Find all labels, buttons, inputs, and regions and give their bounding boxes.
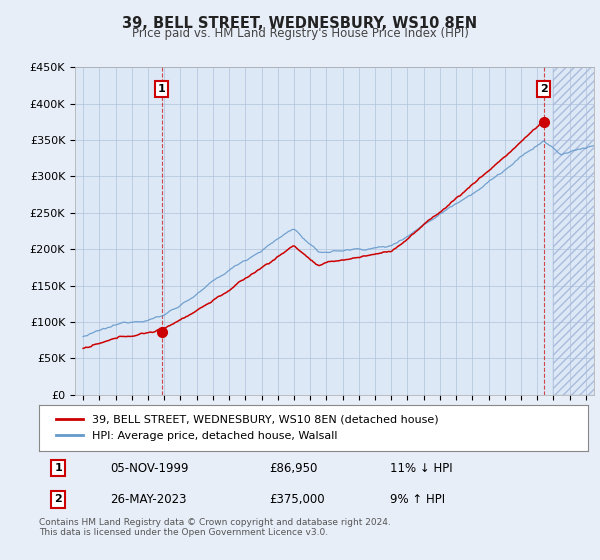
Text: 9% ↑ HPI: 9% ↑ HPI (391, 493, 445, 506)
Text: £375,000: £375,000 (269, 493, 325, 506)
Text: 39, BELL STREET, WEDNESBURY, WS10 8EN: 39, BELL STREET, WEDNESBURY, WS10 8EN (122, 16, 478, 31)
Text: 1: 1 (55, 463, 62, 473)
Text: 11% ↓ HPI: 11% ↓ HPI (391, 462, 453, 475)
Text: 2: 2 (55, 494, 62, 505)
Legend: 39, BELL STREET, WEDNESBURY, WS10 8EN (detached house), HPI: Average price, deta: 39, BELL STREET, WEDNESBURY, WS10 8EN (d… (50, 409, 445, 446)
Text: Contains HM Land Registry data © Crown copyright and database right 2024.
This d: Contains HM Land Registry data © Crown c… (39, 518, 391, 538)
Text: 05-NOV-1999: 05-NOV-1999 (110, 462, 189, 475)
Text: £86,950: £86,950 (269, 462, 318, 475)
Text: 26-MAY-2023: 26-MAY-2023 (110, 493, 187, 506)
Text: 2: 2 (539, 84, 547, 94)
Text: Price paid vs. HM Land Registry's House Price Index (HPI): Price paid vs. HM Land Registry's House … (131, 27, 469, 40)
Text: 1: 1 (158, 84, 166, 94)
